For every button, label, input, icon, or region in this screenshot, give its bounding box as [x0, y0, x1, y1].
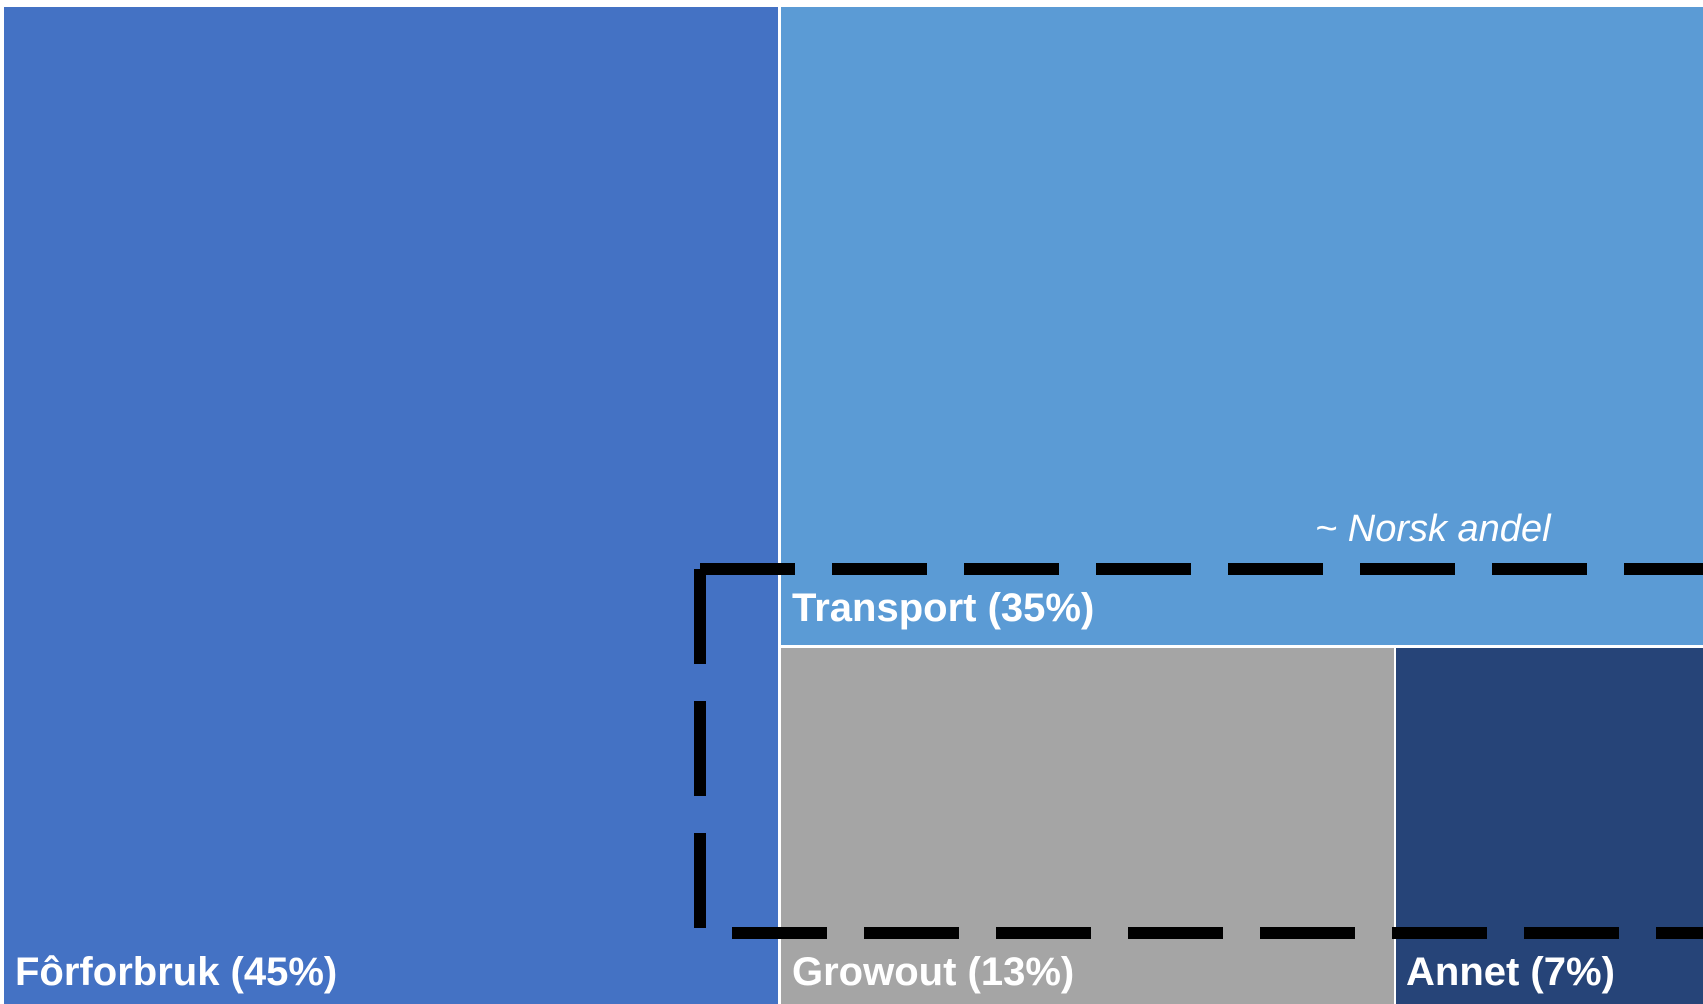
tile-transport [781, 7, 1703, 645]
tile-annet [1396, 648, 1703, 1004]
tile-growout [781, 648, 1394, 1004]
norsk-andel-outline [694, 563, 1703, 939]
tile-forforbruk [4, 7, 778, 1004]
norsk-andel-label: ~ Norsk andel [1315, 508, 1552, 550]
tile-label-transport: Transport (35%) [792, 586, 1094, 630]
tile-label-forforbruk: Fôrforbruk (45%) [15, 950, 337, 994]
tile-label-growout: Growout (13%) [792, 950, 1074, 994]
tile-label-annet: Annet (7%) [1406, 950, 1615, 994]
